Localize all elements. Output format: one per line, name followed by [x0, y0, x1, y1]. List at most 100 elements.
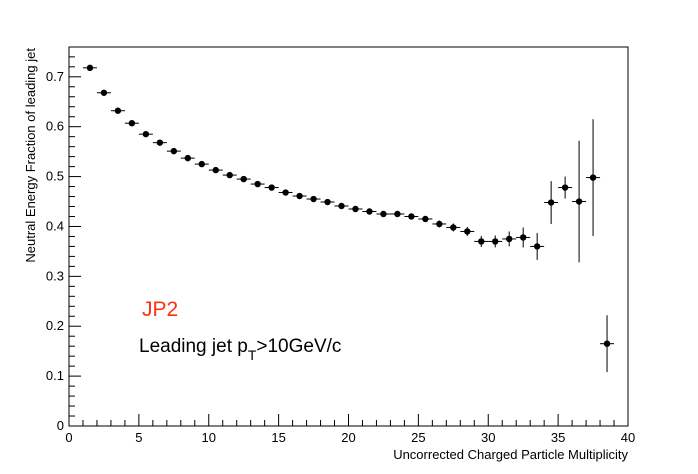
x-tick-label: 40: [621, 430, 635, 445]
data-marker: [212, 166, 219, 174]
data-marker: [561, 184, 569, 191]
x-axis-label: Uncorrected Charged Particle Multiplicit…: [393, 447, 628, 462]
x-tick-label: 0: [65, 430, 72, 445]
data-point: [530, 232, 545, 260]
cut-label-subscript: T: [248, 347, 257, 363]
data-point: [110, 107, 125, 114]
data-point: [404, 213, 419, 220]
data-point: [138, 130, 153, 138]
data-marker: [547, 199, 555, 206]
data-marker: [380, 210, 387, 218]
data-marker: [464, 228, 471, 235]
data-point: [152, 139, 167, 146]
data-marker: [338, 202, 345, 210]
data-marker: [170, 147, 178, 155]
data-point: [376, 210, 391, 218]
data-point: [264, 184, 279, 191]
data-point: [544, 181, 559, 224]
data-point: [460, 226, 475, 236]
data-point: [348, 205, 363, 213]
data-point: [96, 89, 111, 96]
data-marker: [436, 220, 443, 228]
data-marker: [142, 130, 150, 138]
data-point: [418, 215, 433, 223]
x-tick-label: 35: [551, 430, 565, 445]
data-point: [320, 198, 335, 206]
data-point: [558, 176, 573, 199]
data-marker: [492, 238, 499, 245]
data-point: [180, 154, 195, 162]
x-tick-label: 5: [135, 430, 142, 445]
y-tick-label: 0.3: [46, 268, 64, 283]
y-tick-label: 0.6: [46, 119, 64, 134]
data-marker: [156, 139, 164, 146]
data-point: [278, 189, 293, 196]
cut-label-main: Leading jet p: [139, 336, 248, 357]
data-marker: [422, 215, 429, 223]
data-marker: [296, 192, 303, 200]
data-marker: [86, 64, 94, 72]
data-marker: [310, 195, 317, 203]
data-point: [236, 175, 251, 183]
x-tick-label: 30: [481, 430, 495, 445]
data-marker: [268, 184, 275, 191]
data-point: [446, 223, 461, 232]
data-marker: [478, 238, 485, 245]
y-tick-label: 0.5: [46, 169, 64, 184]
data-marker: [226, 171, 233, 179]
trigger-label: JP2: [142, 298, 178, 321]
data-point: [194, 160, 209, 168]
data-marker: [100, 89, 108, 96]
data-layer: [82, 64, 615, 373]
data-marker: [240, 175, 247, 183]
x-tick-label: 20: [341, 430, 355, 445]
y-tick-label: 0: [57, 418, 64, 433]
data-point: [222, 171, 237, 179]
data-marker: [128, 119, 136, 127]
data-point: [586, 119, 601, 236]
y-tick-label: 0.4: [46, 218, 64, 233]
data-marker: [114, 107, 122, 114]
data-marker: [184, 154, 191, 162]
data-marker: [575, 198, 583, 205]
data-marker: [603, 340, 611, 347]
y-axis-label: Neutral Energy Fraction of leading jet: [23, 48, 38, 263]
data-point: [292, 192, 307, 200]
data-marker: [450, 224, 457, 231]
data-marker: [533, 243, 541, 250]
data-marker: [282, 189, 289, 196]
data-point: [390, 210, 405, 218]
data-marker: [589, 174, 597, 181]
data-marker: [352, 205, 359, 213]
data-point: [502, 231, 517, 247]
leading-jet-cut-label: Leading jet pT>10GeV/c: [139, 336, 341, 363]
data-point: [124, 119, 139, 127]
x-tick-label: 15: [271, 430, 285, 445]
data-point: [362, 208, 377, 215]
data-marker: [408, 213, 415, 220]
data-point: [516, 227, 531, 248]
data-point: [334, 202, 349, 210]
data-marker: [506, 235, 513, 243]
data-point: [306, 195, 321, 203]
data-point: [432, 220, 447, 228]
y-tick-label: 0.1: [46, 368, 64, 383]
data-point: [208, 166, 223, 174]
data-marker: [366, 208, 373, 215]
data-point: [250, 180, 265, 188]
y-tick-label: 0.7: [46, 69, 64, 84]
data-point: [572, 140, 587, 263]
data-point: [600, 315, 615, 373]
data-point: [82, 64, 97, 72]
axes-layer: 0 5 10 15 20 25 30 35 40 0 0.1 0.2 0.3 0.4 0.5 0.6 0.7: [46, 46, 635, 445]
data-marker: [394, 210, 401, 218]
data-point: [474, 235, 489, 247]
data-point: [488, 235, 503, 248]
data-marker: [254, 180, 261, 188]
data-marker: [324, 198, 331, 206]
data-marker: [198, 160, 205, 168]
data-marker: [519, 234, 527, 241]
x-tick-label: 10: [202, 430, 216, 445]
